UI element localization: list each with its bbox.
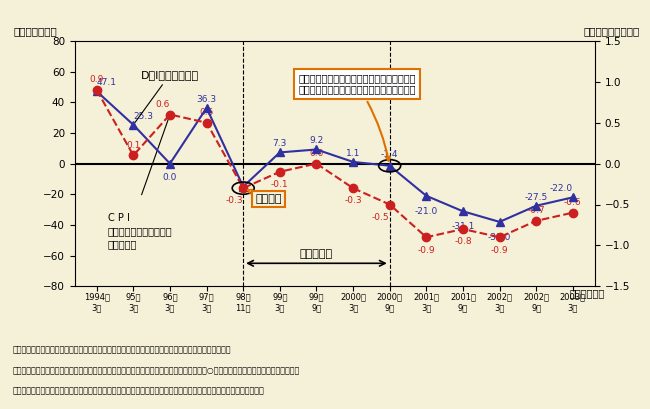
Text: -0.3: -0.3 (344, 196, 362, 205)
Text: -0.8: -0.8 (454, 237, 472, 246)
Text: （前年同月比：％）: （前年同月比：％） (584, 27, 640, 36)
Text: 0.6: 0.6 (155, 100, 170, 109)
Text: -22.0: -22.0 (550, 184, 573, 193)
Text: 47.1: 47.1 (97, 78, 117, 87)
Text: 0.0: 0.0 (309, 149, 324, 158)
Text: 物価下落: 物価下落 (248, 190, 282, 204)
Text: D．I．（左目盛）: D．I．（左目盛） (135, 70, 199, 123)
Text: 0.0: 0.0 (162, 173, 177, 182)
Text: 9.2: 9.2 (309, 136, 324, 145)
Text: -1.4: -1.4 (381, 150, 398, 159)
Text: -0.9: -0.9 (417, 245, 435, 254)
Text: ている」と回答した人の割合の合計から、「下がっている」と回答した人の割合の合計を差し引いた値。: ている」と回答した人の割合の合計から、「下がっている」と回答した人の割合の合計を… (13, 387, 265, 396)
Text: -27.5: -27.5 (525, 193, 548, 202)
Text: （備考）１．総務省「消費者物価指数」、日本銀行「生活意識に関するアンケート調査」により作成。: （備考）１．総務省「消費者物価指数」、日本銀行「生活意識に関するアンケート調査」… (13, 346, 231, 355)
Text: ２．Ｄ．Ｉ．は、「１年前と比べて、現在の物価をどのように感じていますか。（○は１つ）」という問に対して、「上がっ: ２．Ｄ．Ｉ．は、「１年前と比べて、現在の物価をどのように感じていますか。（○は１… (13, 366, 300, 375)
Text: -0.9: -0.9 (491, 245, 508, 254)
Text: -38.0: -38.0 (488, 233, 512, 242)
Text: -31.1: -31.1 (451, 222, 474, 231)
Text: （調査年月）: （調査年月） (569, 288, 604, 298)
Text: 0.5: 0.5 (200, 108, 214, 117)
Text: 0.1: 0.1 (126, 141, 140, 150)
Text: （％ポイント）: （％ポイント） (13, 27, 57, 36)
Text: C P I
（生鮮食品を除く総合）
（右目盛）: C P I （生鮮食品を除く総合） （右目盛） (108, 213, 172, 249)
Text: 25.3: 25.3 (133, 112, 153, 121)
Text: 36.3: 36.3 (196, 95, 216, 104)
Text: -0.7: -0.7 (527, 206, 545, 215)
Text: タイムラグ: タイムラグ (300, 249, 333, 259)
Text: 「物価が下落していると感じる」人の割合が
「上がっていると感じる」人の割合を上回る: 「物価が下落していると感じる」人の割合が 「上がっていると感じる」人の割合を上回… (298, 73, 415, 161)
Text: -0.1: -0.1 (271, 180, 289, 189)
Text: -0.5: -0.5 (372, 213, 390, 222)
Text: 1.1: 1.1 (346, 149, 360, 158)
Text: -0.3: -0.3 (226, 196, 243, 205)
Text: -0.6: -0.6 (564, 198, 582, 207)
Text: 0.9: 0.9 (90, 75, 104, 84)
Text: -21.0: -21.0 (415, 207, 438, 216)
Text: 7.3: 7.3 (272, 139, 287, 148)
